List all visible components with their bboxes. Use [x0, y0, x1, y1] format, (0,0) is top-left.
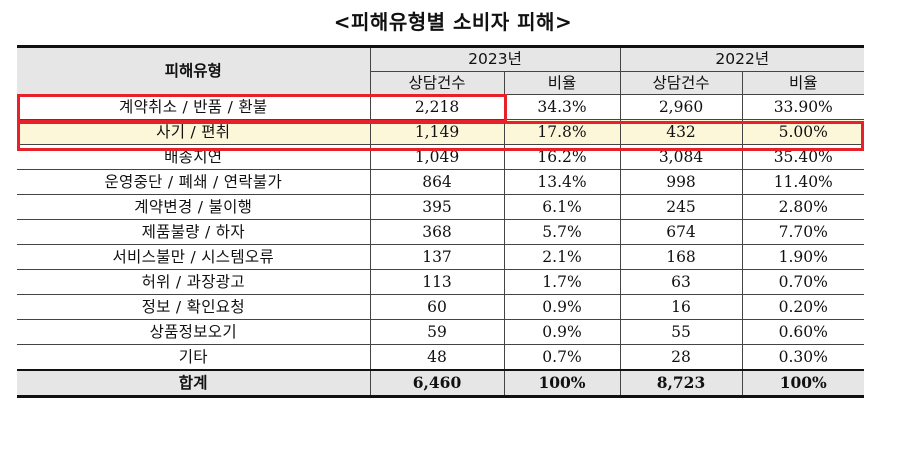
cell-count-2022: 2,960: [619, 94, 743, 120]
cell-ratio-2023: 17.8%: [503, 119, 621, 145]
table-row: 상품정보오기 59 0.9% 55 0.60%: [17, 319, 864, 345]
cell-ratio-2022: 0.20%: [741, 294, 864, 320]
cell-total-count-2023: 6,460: [369, 369, 505, 398]
cell-damage-type: 제품불량 / 하자: [17, 219, 371, 245]
cell-ratio-2022: 0.30%: [741, 344, 864, 371]
cell-ratio-2023: 0.9%: [503, 319, 621, 345]
cell-total-count-2022: 8,723: [619, 369, 743, 398]
cell-damage-type: 허위 / 과장광고: [17, 269, 371, 295]
cell-count-2022: 168: [619, 244, 743, 270]
cell-count-2022: 674: [619, 219, 743, 245]
header-year-2023: 2023년: [369, 45, 621, 72]
cell-count-2023: 1,049: [369, 144, 505, 170]
cell-ratio-2022: 1.90%: [741, 244, 864, 270]
cell-ratio-2022: 5.00%: [741, 119, 864, 145]
cell-count-2022: 28: [619, 344, 743, 371]
cell-count-2023: 137: [369, 244, 505, 270]
cell-ratio-2023: 34.3%: [503, 94, 621, 120]
cell-ratio-2023: 0.7%: [503, 344, 621, 371]
cell-ratio-2023: 1.7%: [503, 269, 621, 295]
cell-ratio-2022: 11.40%: [741, 169, 864, 195]
table-row: 허위 / 과장광고 113 1.7% 63 0.70%: [17, 269, 864, 295]
cell-damage-type: 서비스불만 / 시스템오류: [17, 244, 371, 270]
cell-damage-type: 정보 / 확인요청: [17, 294, 371, 320]
cell-count-2022: 245: [619, 194, 743, 220]
table-row: 사기 / 편취 1,149 17.8% 432 5.00%: [17, 119, 864, 145]
cell-ratio-2023: 5.7%: [503, 219, 621, 245]
cell-count-2022: 55: [619, 319, 743, 345]
header-damage-type: 피해유형: [17, 45, 371, 95]
cell-total-ratio-2022: 100%: [741, 369, 864, 398]
cell-ratio-2023: 6.1%: [503, 194, 621, 220]
cell-ratio-2022: 0.70%: [741, 269, 864, 295]
cell-ratio-2023: 2.1%: [503, 244, 621, 270]
header-row-years: 피해유형 2023년 2022년: [17, 45, 864, 95]
table-row: 서비스불만 / 시스템오류 137 2.1% 168 1.90%: [17, 244, 864, 270]
cell-count-2023: 2,218: [369, 94, 505, 120]
cell-ratio-2022: 0.60%: [741, 319, 864, 345]
cell-count-2022: 432: [619, 119, 743, 145]
cell-damage-type: 계약취소 / 반품 / 환불: [17, 94, 371, 120]
cell-ratio-2023: 16.2%: [503, 144, 621, 170]
total-row: 합계 6,460 100% 8,723 100%: [17, 369, 864, 398]
cell-ratio-2022: 35.40%: [741, 144, 864, 170]
cell-damage-type: 사기 / 편취: [17, 119, 371, 145]
cell-ratio-2022: 33.90%: [741, 94, 864, 120]
table-row: 계약변경 / 불이행 395 6.1% 245 2.80%: [17, 194, 864, 220]
cell-count-2023: 864: [369, 169, 505, 195]
cell-count-2023: 1,149: [369, 119, 505, 145]
cell-count-2022: 3,084: [619, 144, 743, 170]
cell-count-2023: 395: [369, 194, 505, 220]
cell-ratio-2023: 13.4%: [503, 169, 621, 195]
cell-total-label: 합계: [17, 369, 371, 398]
table-row: 운영중단 / 폐쇄 / 연락불가 864 13.4% 998 11.40%: [17, 169, 864, 195]
cell-damage-type: 상품정보오기: [17, 319, 371, 345]
cell-count-2023: 113: [369, 269, 505, 295]
header-count-2023: 상담건수: [370, 71, 505, 95]
header-ratio-2022: 비율: [741, 71, 864, 95]
header-count-2022: 상담건수: [619, 71, 743, 95]
table-row: 기타 48 0.7% 28 0.30%: [17, 344, 864, 371]
cell-count-2023: 59: [369, 319, 505, 345]
page-title: <피해유형별 소비자 피해>: [333, 10, 573, 34]
table-row: 정보 / 확인요청 60 0.9% 16 0.20%: [17, 294, 864, 320]
table-row: 계약취소 / 반품 / 환불 2,218 34.3% 2,960 33.90%: [17, 94, 864, 120]
cell-ratio-2022: 2.80%: [741, 194, 864, 220]
header-ratio-2023: 비율: [503, 71, 621, 95]
cell-count-2022: 63: [619, 269, 743, 295]
cell-damage-type: 배송지연: [17, 144, 371, 170]
cell-damage-type: 기타: [17, 344, 371, 371]
table-row: 제품불량 / 하자 368 5.7% 674 7.70%: [17, 219, 864, 245]
cell-damage-type: 운영중단 / 폐쇄 / 연락불가: [17, 169, 371, 195]
cell-count-2023: 368: [369, 219, 505, 245]
table-row: 배송지연 1,049 16.2% 3,084 35.40%: [17, 144, 864, 170]
cell-count-2023: 48: [369, 344, 505, 371]
damage-type-table: 피해유형 2023년 2022년 상담건수 비율 상담건수 비율 계약취소 / …: [17, 45, 864, 398]
cell-ratio-2022: 7.70%: [741, 219, 864, 245]
cell-damage-type: 계약변경 / 불이행: [17, 194, 371, 220]
cell-count-2022: 998: [619, 169, 743, 195]
cell-count-2022: 16: [619, 294, 743, 320]
cell-total-ratio-2023: 100%: [503, 369, 621, 398]
cell-count-2023: 60: [369, 294, 505, 320]
header-row-columns: 상담건수 비율 상담건수 비율: [17, 71, 864, 95]
header-year-2022: 2022년: [619, 45, 864, 72]
cell-ratio-2023: 0.9%: [503, 294, 621, 320]
